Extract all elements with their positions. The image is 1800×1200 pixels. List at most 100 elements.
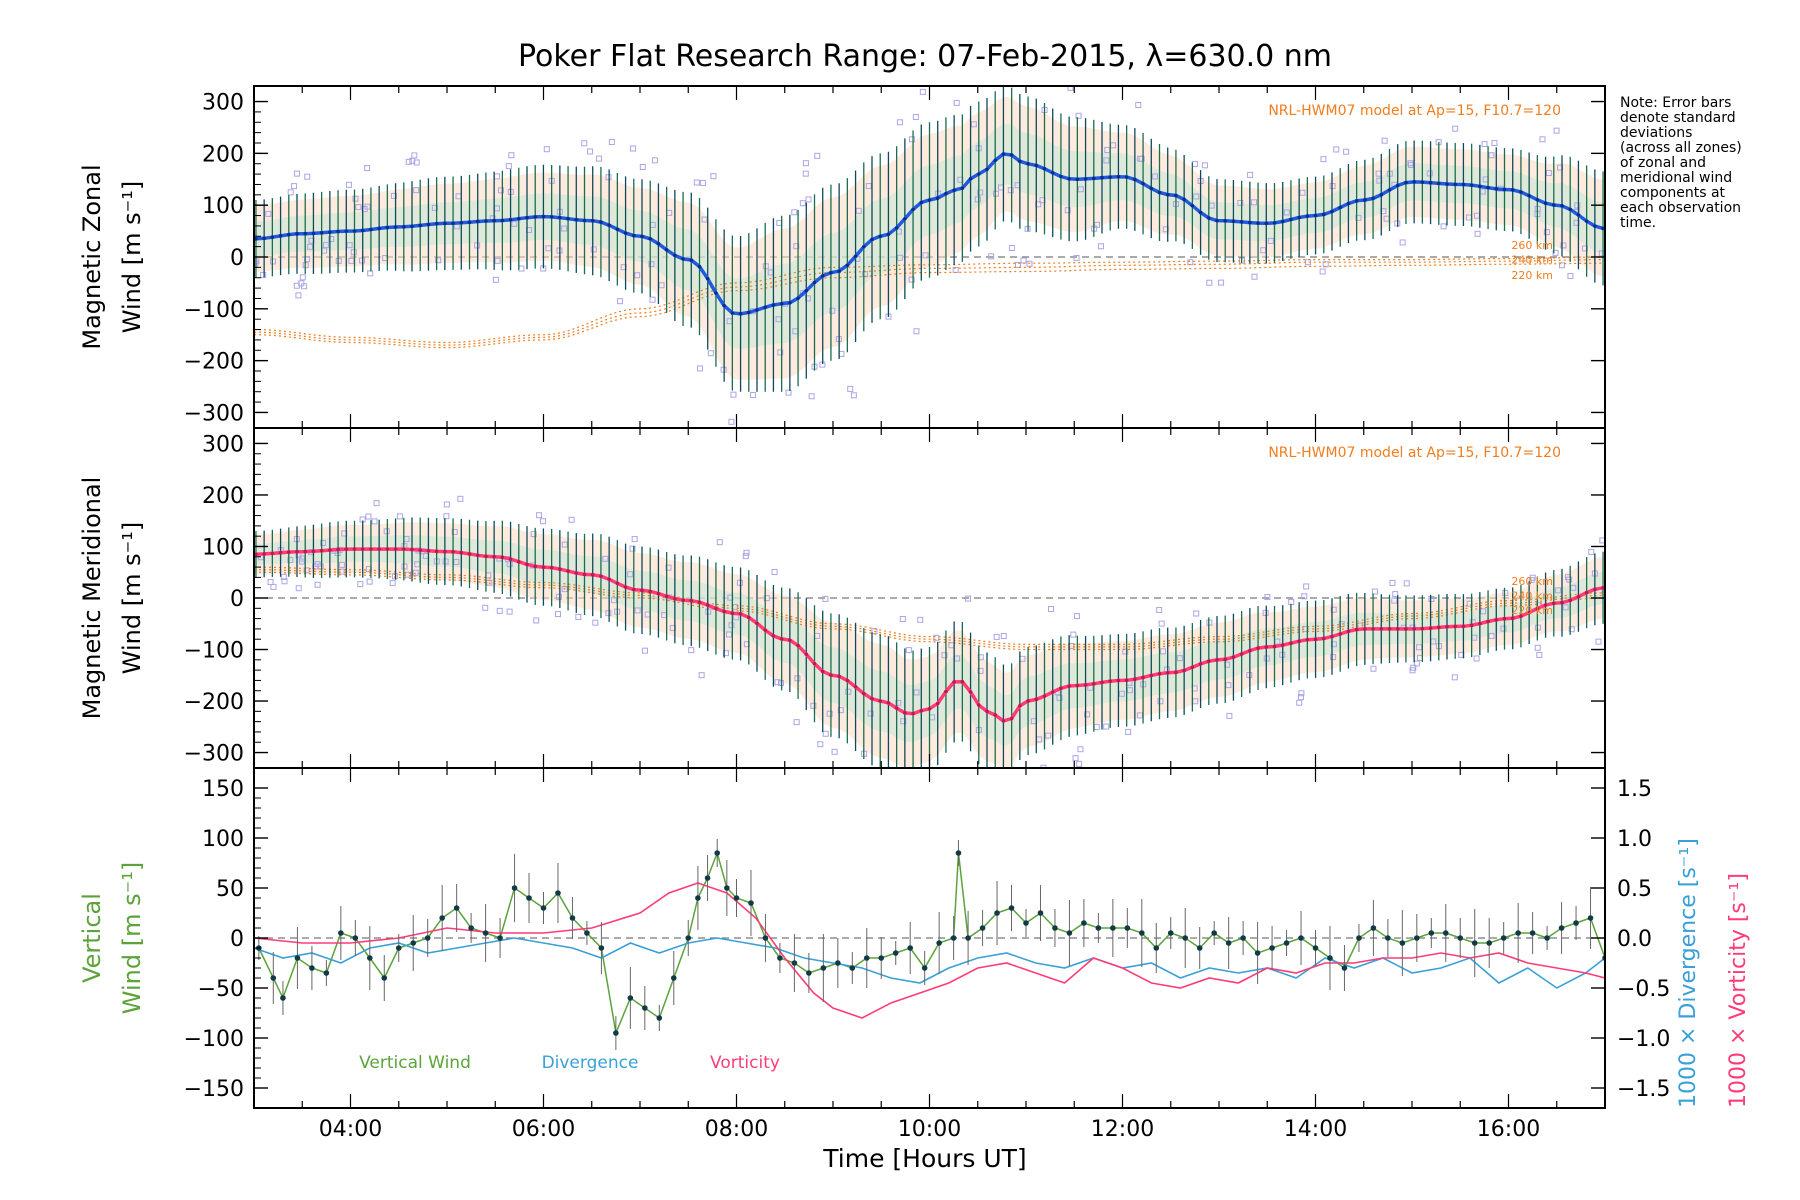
zonal-mean-point <box>344 229 349 233</box>
legend-vertical-wind: Vertical Wind <box>359 1053 471 1073</box>
zonal-zone-point <box>1426 170 1433 177</box>
meridional-zone-point <box>1076 760 1083 767</box>
zonal-zone-point <box>413 187 420 194</box>
meridional-mean-point <box>1182 668 1186 673</box>
meridional-mean-point <box>352 547 357 551</box>
meridional-plot-area <box>254 495 1605 768</box>
zonal-zone-point <box>596 155 603 162</box>
vertical-y-tick-label: −150 <box>184 1077 244 1102</box>
meridional-mean-point <box>328 548 332 552</box>
zonal-zone-point <box>919 88 926 95</box>
vertical-wind-point <box>863 955 870 961</box>
meridional-mean-point <box>1584 590 1589 595</box>
zonal-zone-point <box>658 282 665 289</box>
x-tick-label: 04:00 <box>319 1117 382 1142</box>
vertical-wind-point <box>1153 945 1160 951</box>
zonal-zone-point <box>699 179 706 186</box>
meridional-zone-point <box>1262 609 1269 616</box>
meridional-mean-point <box>558 567 562 571</box>
y2-tick-label: −1.5 <box>1617 1077 1670 1102</box>
vertical-wind-point <box>584 930 590 936</box>
meridional-mean-point <box>640 588 644 593</box>
x-axis-title: Time [Hours UT] <box>822 1144 1026 1173</box>
vertical-wind-point <box>1254 950 1261 956</box>
zonal-mean-point <box>270 235 275 240</box>
meridional-mean-point <box>262 552 266 556</box>
vertical-wind-point <box>1471 940 1478 946</box>
meridional-zone-point <box>1158 620 1165 627</box>
zonal-mean-point <box>410 224 414 229</box>
vertical-wind-point <box>468 925 474 931</box>
zonal-mean-point <box>1059 174 1063 179</box>
zonal-zone-point <box>492 276 499 283</box>
zonal-mean-point <box>377 226 381 231</box>
zonal-zone-point <box>808 393 815 400</box>
zonal-zone-point <box>364 165 371 172</box>
zonal-zone-point <box>1237 199 1244 206</box>
zonal-zone-point <box>970 121 977 128</box>
zonal-mean-point <box>1412 180 1416 184</box>
zonal-zone-point <box>608 139 615 146</box>
zonal-mean-point <box>796 296 800 300</box>
meridional-mean-point <box>1453 624 1458 629</box>
zonal-zone-point <box>791 209 798 216</box>
zonal-zone-point <box>505 163 512 170</box>
zonal-zone-point <box>390 192 397 199</box>
meridional-mean-point <box>1478 621 1482 626</box>
meridional-zone-point <box>837 707 844 714</box>
zonal-zone-point <box>785 389 792 396</box>
meridional-zone-point <box>1330 606 1337 613</box>
zonal-mean-point <box>385 225 390 230</box>
meridional-mean-point <box>730 611 735 616</box>
vertical-wind-point <box>1573 920 1579 926</box>
vertical-wind-point <box>1196 945 1203 951</box>
vertical-y-tick-label: −100 <box>184 1027 244 1052</box>
vertical-wind-point <box>907 945 913 951</box>
meridional-mean-point <box>1091 681 1096 686</box>
meridional-zone-point <box>338 568 345 575</box>
meridional-zone-point <box>404 571 411 578</box>
meridional-mean-point <box>746 615 751 620</box>
zonal-mean-point <box>812 280 817 285</box>
meridional-mean-point <box>1428 626 1433 630</box>
vertical-wind-point <box>835 960 841 966</box>
zonal-mean-point <box>878 234 883 239</box>
meridional-mean-point <box>443 549 447 554</box>
note-line: each observation <box>1620 200 1741 216</box>
meridional-mean-point <box>1108 679 1113 684</box>
zonal-zone-point <box>355 204 362 211</box>
zonal-mean-point <box>1100 175 1104 180</box>
vertical-wind-point <box>395 945 402 951</box>
meridional-mean-point <box>804 652 809 657</box>
vertical-wind-point <box>878 955 885 961</box>
meridional-zone-point <box>1160 648 1167 655</box>
vertical-wind-point <box>1081 920 1087 926</box>
zonal-mean-point <box>755 308 759 312</box>
zonal-zone-point <box>1135 102 1142 109</box>
zonal-zone-point <box>1553 127 1560 134</box>
meridional-mean-point <box>935 701 940 706</box>
zonal-mean-point <box>1601 226 1605 231</box>
zonal-zone-point <box>1094 221 1101 228</box>
meridional-zone-point <box>1070 631 1077 638</box>
meridional-mean-point <box>1346 629 1351 634</box>
vertical-wind-point <box>1312 945 1319 951</box>
vertical-wind-point <box>892 950 899 956</box>
zonal-zone-point <box>322 242 329 249</box>
vertical-wind-point <box>1457 935 1464 941</box>
meridional-model-altitude-label: 240 km <box>1511 589 1553 602</box>
zonal-zone-point <box>545 245 552 252</box>
meridional-zone-point <box>905 647 912 654</box>
vertical-y-tick-label: 0 <box>230 927 244 952</box>
meridional-mean-point <box>525 562 529 567</box>
zonal-zone-point <box>1075 112 1082 119</box>
meridional-mean-point <box>615 581 620 586</box>
zonal-zone-point <box>511 220 518 227</box>
zonal-mean-point <box>1289 217 1293 222</box>
zonal-mean-point <box>903 216 907 221</box>
zonal-mean-point <box>960 186 965 190</box>
zonal-mean-point <box>722 303 726 308</box>
meridional-mean-point <box>492 554 496 559</box>
meridional-zone-point <box>1073 613 1080 620</box>
zonal-mean-point <box>1215 218 1219 223</box>
